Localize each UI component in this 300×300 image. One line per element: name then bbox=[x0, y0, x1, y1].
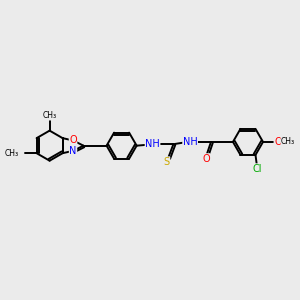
Text: CH₃: CH₃ bbox=[43, 111, 57, 120]
Text: CH₃: CH₃ bbox=[4, 149, 19, 158]
Text: S: S bbox=[164, 157, 170, 167]
Text: NH: NH bbox=[183, 137, 197, 147]
Text: O: O bbox=[69, 136, 77, 146]
Text: O: O bbox=[274, 137, 282, 147]
Text: Cl: Cl bbox=[253, 164, 262, 174]
Text: NH: NH bbox=[145, 139, 160, 149]
Text: CH₃: CH₃ bbox=[281, 137, 295, 146]
Text: O: O bbox=[202, 154, 210, 164]
Text: N: N bbox=[69, 146, 77, 156]
